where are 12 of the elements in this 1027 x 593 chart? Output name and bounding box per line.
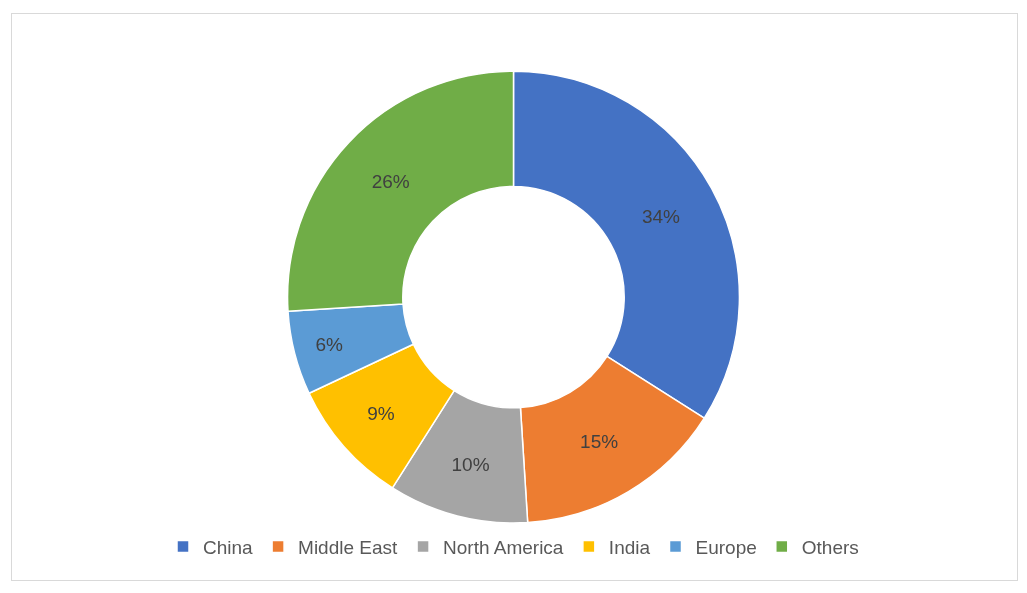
data-label: 9% xyxy=(367,403,395,425)
data-label: 10% xyxy=(451,453,490,475)
data-label: 15% xyxy=(580,431,619,453)
legend-label: Others xyxy=(801,537,859,559)
legend-label: North America xyxy=(443,537,564,559)
data-label: 6% xyxy=(315,333,343,355)
legend-label: China xyxy=(203,537,254,559)
legend-label: Middle East xyxy=(298,537,399,559)
data-label: 26% xyxy=(371,171,410,193)
legend-label: India xyxy=(608,537,651,559)
legend-label: Europe xyxy=(695,537,757,559)
data-label: 34% xyxy=(641,205,681,227)
